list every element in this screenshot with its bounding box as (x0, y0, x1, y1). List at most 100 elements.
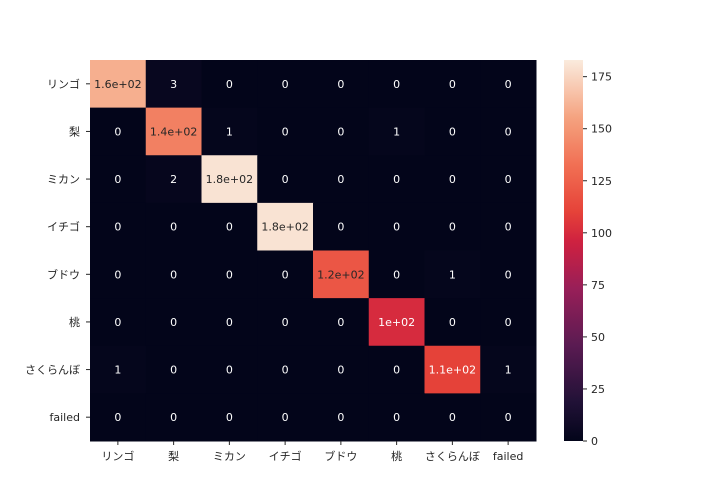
cell-annotation: 0 (337, 411, 344, 424)
heatmap-cell (480, 60, 537, 109)
y-tick-label: 桃 (69, 315, 80, 329)
cell-annotation: 0 (337, 125, 344, 138)
heatmap-cell (257, 250, 314, 299)
colorbar-tick-label: 100 (591, 227, 612, 240)
cell-annotation: 1 (449, 268, 456, 281)
heatmap-cell (201, 393, 258, 442)
cell-annotation: 0 (337, 221, 344, 234)
x-tick-label: 桃 (391, 449, 402, 463)
heatmap-cell (201, 298, 258, 347)
cell-annotation: 0 (505, 316, 512, 329)
cell-annotation: 0 (449, 316, 456, 329)
heatmap-cell (313, 155, 370, 204)
heatmap-plot-area: 1.6e+02 3 0 0 0 0 0 0 0 1.4e+02 1 0 0 1 0 0 0 2 1.8e+02 0 0 0… (90, 60, 537, 442)
heatmap-cell (368, 345, 425, 394)
colorbar-tick-label: 25 (591, 383, 605, 396)
colorbar (564, 60, 583, 441)
heatmap-cell (201, 107, 258, 156)
cell-annotation: 0 (393, 411, 400, 424)
colorbar-tick-label: 150 (591, 123, 612, 136)
cell-annotation: 1 (393, 125, 400, 138)
heatmap-cell (424, 393, 481, 442)
cell-annotation: 0 (449, 221, 456, 234)
heatmap-cell (145, 250, 202, 299)
heatmap-cell (424, 107, 481, 156)
heatmap-cell (313, 298, 370, 347)
heatmap-cell (90, 393, 147, 442)
heatmap-cell (368, 202, 425, 251)
heatmap-cell (424, 60, 481, 109)
cell-annotation: 0 (114, 316, 121, 329)
heatmap-cell (480, 155, 537, 204)
y-tick-label: イチゴ (47, 220, 80, 234)
cell-annotation: 0 (170, 221, 177, 234)
heatmap-cell (480, 393, 537, 442)
heatmap-cell (257, 60, 314, 109)
y-tick-label: failed (50, 411, 80, 424)
cell-annotation: 0 (393, 221, 400, 234)
cell-annotation: 1.8e+02 (206, 173, 253, 186)
heatmap-cell (257, 155, 314, 204)
cell-annotation: 0 (449, 78, 456, 91)
cell-annotation: 0 (393, 364, 400, 377)
cell-annotation: 0 (505, 268, 512, 281)
heatmap-cell (90, 60, 147, 109)
heatmap-cell (480, 107, 537, 156)
heatmap-cell (257, 345, 314, 394)
cell-annotation: 0 (505, 221, 512, 234)
x-tick-label: イチゴ (269, 449, 302, 463)
cell-annotation: 0 (282, 173, 289, 186)
heatmap-cell (368, 393, 425, 442)
heatmap-cell (257, 298, 314, 347)
heatmap-cell (90, 345, 147, 394)
heatmap-cell (257, 202, 314, 251)
heatmap-cell (90, 250, 147, 299)
colorbar-tick-label: 125 (591, 175, 612, 188)
heatmap-cell (201, 60, 258, 109)
heatmap-cell (145, 393, 202, 442)
heatmap-cell (313, 393, 370, 442)
x-tick-label: リンゴ (101, 449, 134, 463)
cell-annotation: 1e+02 (378, 316, 415, 329)
cell-annotation: 0 (393, 268, 400, 281)
x-tick-label: ブドウ (324, 449, 357, 463)
y-tick-label: 梨 (69, 124, 80, 138)
heatmap-cell (90, 107, 147, 156)
cell-annotation: 0 (282, 125, 289, 138)
cell-annotation: 0 (505, 78, 512, 91)
cell-annotation: 0 (114, 125, 121, 138)
cell-annotation: 0 (505, 173, 512, 186)
cell-annotation: 0 (226, 364, 233, 377)
heatmap-cell (313, 202, 370, 251)
heatmap-cell (368, 250, 425, 299)
heatmap-cell (90, 202, 147, 251)
cell-annotation: 0 (170, 268, 177, 281)
heatmap-cell (145, 60, 202, 109)
cell-annotation: 1.1e+02 (429, 364, 476, 377)
cell-annotation: 0 (393, 78, 400, 91)
heatmap-cell (201, 155, 258, 204)
cell-annotation: 0 (337, 316, 344, 329)
heatmap-cell (90, 155, 147, 204)
cell-annotation: 0 (226, 268, 233, 281)
heatmap-cell (368, 107, 425, 156)
heatmap-cell (424, 345, 481, 394)
heatmap-cell (257, 107, 314, 156)
colorbar-tick-label: 175 (591, 71, 612, 84)
heatmap-cell (313, 345, 370, 394)
heatmap-cell (201, 250, 258, 299)
cell-annotation: 0 (449, 173, 456, 186)
heatmap-cell (480, 250, 537, 299)
heatmap-cell (368, 298, 425, 347)
heatmap-cell (145, 345, 202, 394)
cell-annotation: 0 (114, 268, 121, 281)
x-tick-label: さくらんぼ (425, 450, 480, 463)
cell-annotation: 0 (114, 221, 121, 234)
colorbar-tick-label: 50 (591, 331, 605, 344)
x-tick-label: ミカン (213, 450, 246, 463)
cell-annotation: 1 (505, 364, 512, 377)
cell-annotation: 0 (449, 125, 456, 138)
cell-annotation: 0 (449, 411, 456, 424)
heatmap-cell (90, 298, 147, 347)
cell-annotation: 0 (282, 78, 289, 91)
